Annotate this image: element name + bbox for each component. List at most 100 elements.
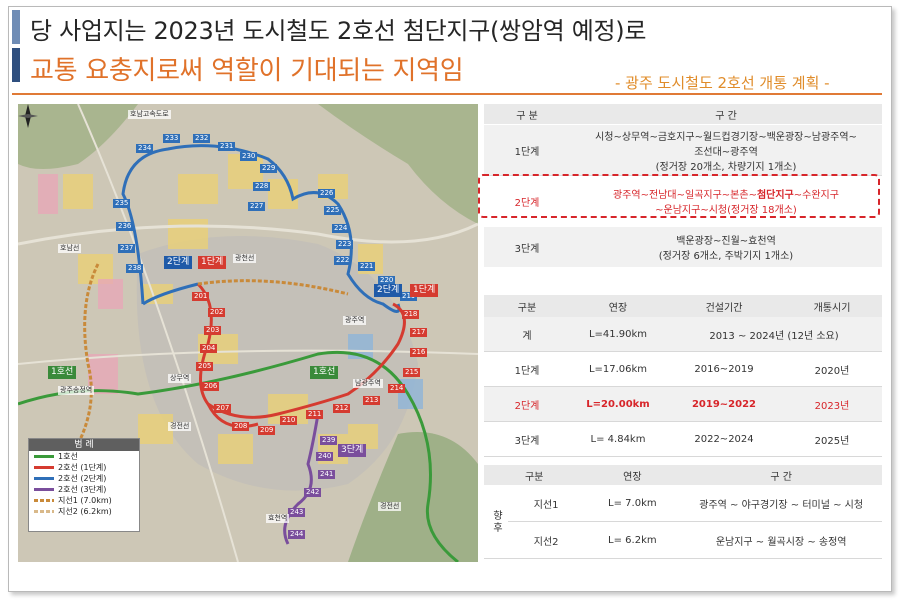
cell: 계 [484, 317, 570, 352]
section-cell: 백운광장~진월~효천역 (정거장 6개소, 주박기지 1개소) [570, 226, 882, 267]
place-label: 광주송정역 [58, 386, 95, 395]
table-row: 향후 지선1 L= 7.0km 광주역 ~ 야구경기장 ~ 터미널 ~ 시청 [484, 485, 882, 559]
station-label: 232 [193, 134, 211, 143]
station-label: 217 [410, 328, 428, 337]
station-label: 230 [240, 152, 258, 161]
station-label: 201 [192, 292, 210, 301]
compass-icon [18, 104, 38, 128]
stage1-tag: 1단계 [198, 256, 227, 269]
col-header: 건설기간 [666, 295, 782, 317]
section-line: 시청~상무역~금호지구~월드컵경기장~백운광장~남광주역~ [595, 131, 857, 143]
cell: L=17.06km [570, 351, 666, 387]
stage-cell: 1단계 [484, 124, 570, 176]
station-label: 219 [400, 292, 418, 301]
station-label: 238 [126, 264, 144, 273]
stage2-tag: 2단계 [164, 256, 193, 269]
stage3-tag: 3단계 [338, 444, 367, 457]
station-label: 242 [304, 488, 322, 497]
station-label: 225 [324, 206, 342, 215]
cell: 운남지구 ~ 월곡시장 ~ 송정역 [680, 521, 882, 559]
place-label: 경전선 [168, 422, 192, 431]
legend-label: 2호선 (1단계) [58, 463, 107, 472]
station-label: 234 [136, 144, 154, 153]
station-label: 218 [402, 310, 420, 319]
col-header: 구 분 [484, 104, 570, 125]
station-label: 212 [333, 404, 351, 413]
station-label: 228 [253, 182, 271, 191]
station-label: 241 [318, 470, 336, 479]
table-row: 2단계 L=20.00km 2019~2022 2023년 [484, 386, 882, 422]
station-label: 204 [200, 344, 218, 353]
station-label: 209 [258, 426, 276, 435]
station-label: 207 [214, 404, 232, 413]
legend-item: 2호선 (3단계) [29, 484, 139, 495]
station-label: 226 [318, 189, 336, 198]
station-label: 221 [358, 262, 376, 271]
table-row: 2단계 광주역~전남대~일곡지구~본촌~첨단지구~수완지구 ~운남지구~시청(정… [484, 175, 882, 227]
col-header: 연장 [570, 295, 666, 317]
station-label: 222 [334, 256, 352, 265]
cell: 2016~2019 [666, 351, 782, 387]
section-line: ~운남지구~시청(정거장 18개소) [655, 205, 797, 216]
station-label: 227 [248, 202, 266, 211]
place-label: 효천역 [266, 514, 290, 523]
section-cell: 시청~상무역~금호지구~월드컵경기장~백운광장~남광주역~ 조선대~광주역 (정… [570, 124, 882, 176]
highlight-box [478, 174, 880, 218]
table-row: 1단계 시청~상무역~금호지구~월드컵경기장~백운광장~남광주역~ 조선대~광주… [484, 124, 882, 176]
stage1-tag: 1단계 [410, 284, 439, 297]
station-label: 203 [204, 326, 222, 335]
section-highlight: 첨단지구 [756, 190, 794, 201]
legend-title: 범 례 [29, 439, 139, 451]
section-text: 광주역~전남대~일곡지구~본촌~ [613, 190, 757, 201]
section-line: 조선대~광주역 [694, 146, 758, 158]
cell: 2019~2022 [666, 386, 782, 422]
station-label: 206 [202, 382, 220, 391]
cell: L= 7.0km [584, 485, 681, 522]
legend-item: 2호선 (2단계) [29, 473, 139, 484]
cell: L= 6.2km [584, 521, 681, 559]
legend-label: 1호선 [58, 452, 78, 461]
station-label: 202 [208, 308, 226, 317]
cell: 1단계 [484, 351, 570, 387]
station-label: 239 [320, 436, 338, 445]
line1-tag: 1호선 [48, 366, 77, 379]
cell: L=41.90km [570, 317, 666, 352]
legend-label: 지선1 (7.0km) [58, 496, 112, 505]
place-label: 상무역 [168, 374, 192, 383]
legend-swatch [34, 455, 54, 458]
subway-route-map: 234 233 232 231 230 229 228 227 226 225 … [18, 104, 478, 562]
station-label: 237 [118, 244, 136, 253]
station-label: 235 [113, 199, 131, 208]
legend-swatch [34, 510, 54, 513]
col-header: 구분 [484, 295, 570, 317]
stage-cell: 3단계 [484, 226, 570, 267]
cell: L=20.00km [570, 386, 666, 422]
legend-swatch [34, 499, 54, 502]
stage2-tag: 2단계 [374, 284, 403, 297]
col-header: 구 간 [680, 465, 882, 485]
station-label: 208 [232, 422, 250, 431]
title-accent-bar-dark [12, 48, 20, 82]
line1-tag: 1호선 [310, 366, 339, 379]
cell: 광주역 ~ 야구경기장 ~ 터미널 ~ 시청 [680, 485, 882, 522]
cell: 2013 ~ 2024년 (12년 소요) [666, 317, 882, 352]
legend-swatch [34, 488, 54, 491]
legend-item: 지선1 (7.0km) [29, 495, 139, 506]
legend-item: 2호선 (1단계) [29, 462, 139, 473]
station-label: 244 [288, 530, 306, 539]
stage-table: 구 분 구 간 1단계 시청~상무역~금호지구~월드컵경기장~백운광장~남광주역… [484, 104, 882, 267]
station-label: 216 [410, 348, 428, 357]
station-label: 231 [218, 142, 236, 151]
col-header: 연장 [584, 465, 681, 485]
title-divider [12, 93, 882, 95]
station-label: 211 [306, 410, 324, 419]
station-label: 240 [316, 452, 334, 461]
station-label: 243 [288, 508, 306, 517]
cell: L= 4.84km [570, 421, 666, 457]
map-legend: 범 례 1호선 2호선 (1단계) 2호선 (2단계) 2호선 (3단계) 지선… [28, 438, 140, 532]
section-line: (정거장 20개소, 차량기지 1개소) [655, 161, 797, 173]
station-label: 214 [388, 384, 406, 393]
station-label: 213 [363, 396, 381, 405]
cell: 2단계 [484, 386, 570, 422]
legend-label: 2호선 (3단계) [58, 485, 107, 494]
